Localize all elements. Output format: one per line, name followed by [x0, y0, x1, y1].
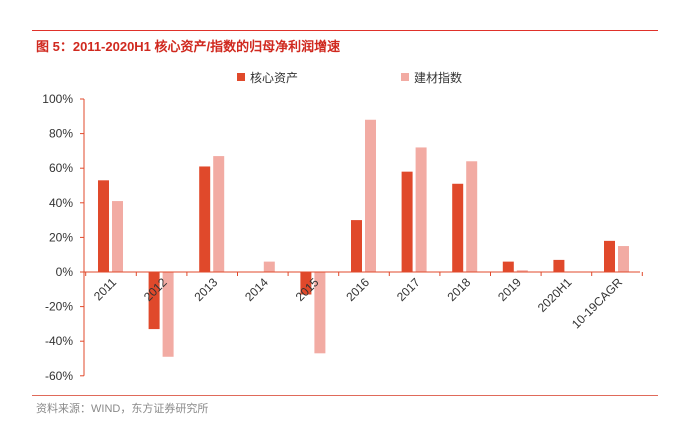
bar-building-materials-2017 [415, 147, 427, 272]
x-tick-label: 10-19CAGR [569, 275, 625, 331]
x-tick-label: 2017 [394, 275, 423, 304]
y-tick-label: 100% [42, 92, 73, 106]
legend-swatch-1 [237, 73, 245, 81]
bar-building-materials-2016 [365, 119, 376, 272]
legend-swatch-2 [401, 73, 409, 81]
x-tick-label: 2016 [343, 275, 372, 304]
figure-title: 图 5：2011-2020H1 核心资产/指数的归母净利润增速 [36, 39, 341, 54]
y-tick-label: 20% [49, 230, 73, 244]
title-rule [32, 30, 658, 31]
bar-building-materials-2013 [213, 156, 225, 272]
bar-building-materials-10-19CAGR [618, 246, 629, 272]
y-tick-label: 80% [49, 127, 73, 141]
y-tick-label: 60% [49, 161, 73, 175]
x-tick-label: 2019 [495, 275, 524, 304]
y-tick-label: 40% [49, 196, 73, 210]
bar-building-materials-2012 [162, 272, 174, 357]
bar-building-materials-2015 [314, 272, 326, 354]
legend: 核心资产 建材指数 [237, 70, 462, 85]
x-tick-label: 2018 [445, 275, 474, 304]
bar-core-assets-2016 [351, 220, 362, 272]
bar-core-assets-2018 [452, 183, 464, 272]
bar-core-assets-2020H1 [553, 259, 565, 272]
bars [98, 119, 629, 357]
bar-building-materials-2018 [466, 161, 478, 272]
bar-core-assets-2015 [300, 272, 312, 295]
y-tick-label: -40% [45, 334, 73, 348]
bar-building-materials-2011 [112, 201, 123, 272]
x-tick-label: 2014 [242, 275, 271, 304]
footer-rule [32, 395, 658, 396]
bar-chart: 核心资产 建材指数 100%80%60%40%20%0%-20%-40%-60% … [42, 70, 643, 383]
bar-building-materials-2019 [516, 270, 528, 272]
bar-core-assets-2017 [401, 171, 413, 272]
bar-building-materials-2014 [263, 261, 275, 272]
bar-core-assets-10-19CAGR [604, 240, 615, 272]
source-note: 资料来源：WIND，东方证券研究所 [36, 403, 209, 415]
x-tick-label: 2011 [91, 275, 119, 303]
bar-core-assets-2019 [502, 261, 514, 272]
y-tick-label: -20% [45, 300, 73, 314]
bar-core-assets-2011 [98, 180, 109, 272]
y-tick-label: -60% [45, 369, 73, 383]
legend-label-2: 建材指数 [414, 70, 462, 85]
x-tick-label: 2013 [192, 275, 221, 304]
bar-core-assets-2013 [199, 166, 211, 272]
y-axis: 100% 80% 60% 40% 20% 0% -20% -40% -60% [42, 92, 85, 383]
x-tick-label: 2020H1 [535, 275, 575, 315]
y-tick-label: 0% [56, 265, 74, 279]
legend-label-1: 核心资产 [250, 71, 298, 85]
bar-core-assets-2012 [148, 272, 160, 330]
